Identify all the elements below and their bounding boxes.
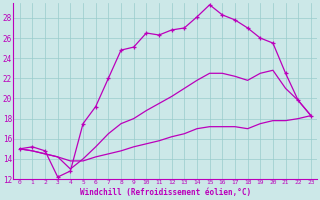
- X-axis label: Windchill (Refroidissement éolien,°C): Windchill (Refroidissement éolien,°C): [80, 188, 251, 197]
